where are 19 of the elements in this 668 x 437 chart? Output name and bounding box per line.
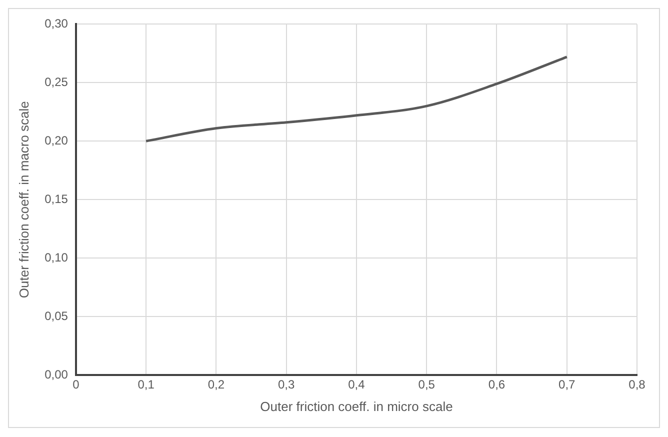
y-axis-title: Outer friction coeff. in macro scale (16, 101, 32, 298)
x-tick-label: 0,6 (488, 378, 506, 392)
x-tick-label: 0,3 (278, 378, 296, 392)
x-tick-label: 0,7 (558, 378, 576, 392)
y-tick-label: 0,15 (44, 192, 68, 206)
x-tick-label: 0,1 (138, 378, 155, 392)
x-tick-label: 0,5 (418, 378, 436, 392)
y-tick-label: 0,05 (44, 308, 68, 323)
x-tick-label: 0,4 (348, 378, 366, 392)
y-tick-label: 0,10 (44, 250, 68, 264)
x-tick-label: 0,8 (628, 378, 646, 392)
line-series (144, 56, 568, 142)
y-tick-label: 0,30 (44, 16, 68, 31)
y-tick-label: 0,00 (44, 367, 68, 382)
y-tick-label: 0,20 (44, 133, 68, 148)
x-tick-label: 0,2 (208, 378, 225, 392)
x-tick-label: 0 (72, 378, 80, 392)
y-tick-label: 0,25 (44, 74, 68, 89)
x-axis-title: Outer friction coeff. in micro scale (260, 398, 453, 414)
